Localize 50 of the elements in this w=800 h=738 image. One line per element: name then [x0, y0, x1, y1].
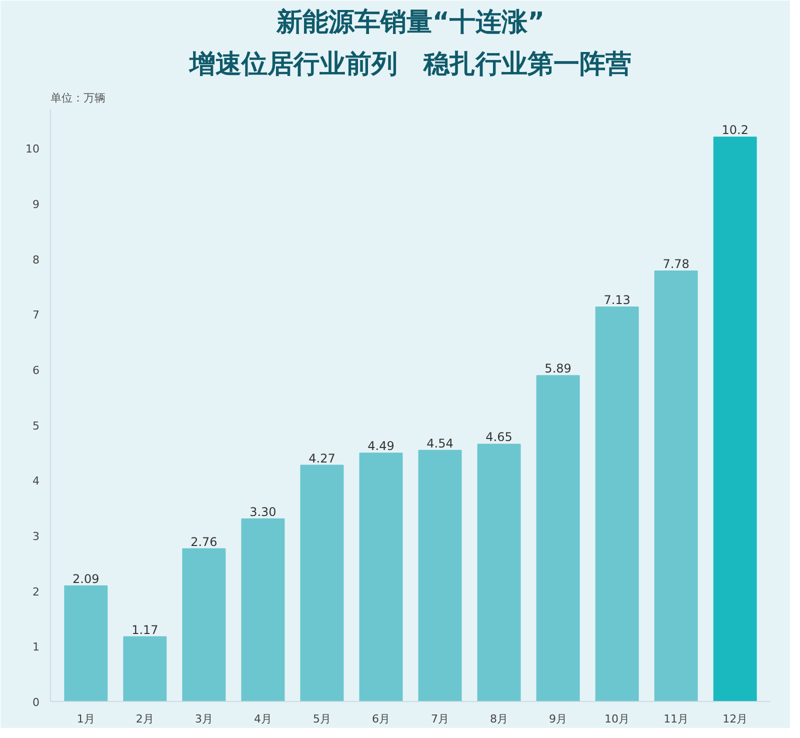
y-axis-title: 单位：万辆 — [50, 92, 106, 104]
data-label: 2.09 — [72, 572, 100, 586]
x-tick-label: 1月 — [76, 712, 95, 726]
x-tick-label: 12月 — [722, 712, 748, 726]
data-label: 4.49 — [368, 439, 394, 454]
y-tick-label: 6 — [32, 364, 40, 378]
x-tick-label: 11月 — [664, 712, 689, 726]
y-tick-label: 4 — [32, 474, 40, 488]
y-tick-label: 10 — [26, 142, 40, 156]
x-tick-label: 6月 — [372, 712, 390, 726]
bar — [123, 636, 167, 702]
data-label: 4.65 — [486, 430, 512, 444]
bar — [595, 306, 639, 702]
bar — [654, 270, 698, 702]
x-tick-label: 3月 — [194, 712, 213, 726]
x-tick-label: 9月 — [549, 712, 568, 726]
y-tick-label: 9 — [32, 198, 40, 212]
y-tick-label: 8 — [32, 253, 40, 266]
data-label: 7.78 — [662, 257, 690, 272]
data-label: 4.54 — [426, 436, 454, 450]
bar — [64, 585, 108, 702]
y-tick-label: 5 — [32, 419, 40, 432]
bar — [241, 518, 285, 702]
x-tick-label: 5月 — [312, 712, 331, 726]
x-tick-label: 2月 — [136, 712, 154, 726]
data-label: 4.27 — [308, 451, 336, 466]
bar — [477, 444, 521, 702]
data-label: 7.13 — [604, 293, 630, 308]
x-tick-label: 4月 — [254, 712, 272, 726]
y-tick-label: 1 — [32, 640, 40, 654]
y-tick-label: 7 — [32, 308, 40, 322]
data-label: 3.30 — [250, 504, 276, 519]
chart-subtitle: 增速位居行业前列 稳扎行业第一阵营 — [188, 50, 632, 80]
y-tick-label: 2 — [32, 585, 40, 598]
y-tick-label: 3 — [32, 530, 40, 544]
bar — [536, 375, 580, 702]
data-label: 10.2 — [722, 123, 748, 138]
bar — [300, 464, 344, 702]
x-tick-label: 8月 — [490, 712, 508, 726]
bar — [182, 548, 226, 702]
data-label: 2.76 — [190, 534, 218, 549]
bar — [713, 136, 757, 702]
chart-title: 新能源车销量“十连涨” — [275, 8, 545, 38]
y-tick-label: 0 — [32, 696, 40, 709]
x-tick-label: 10月 — [604, 712, 630, 726]
data-label: 1.17 — [132, 622, 158, 637]
data-label: 5.89 — [544, 362, 572, 376]
x-tick-label: 7月 — [431, 712, 450, 726]
bar — [418, 450, 462, 702]
bar — [359, 452, 403, 702]
